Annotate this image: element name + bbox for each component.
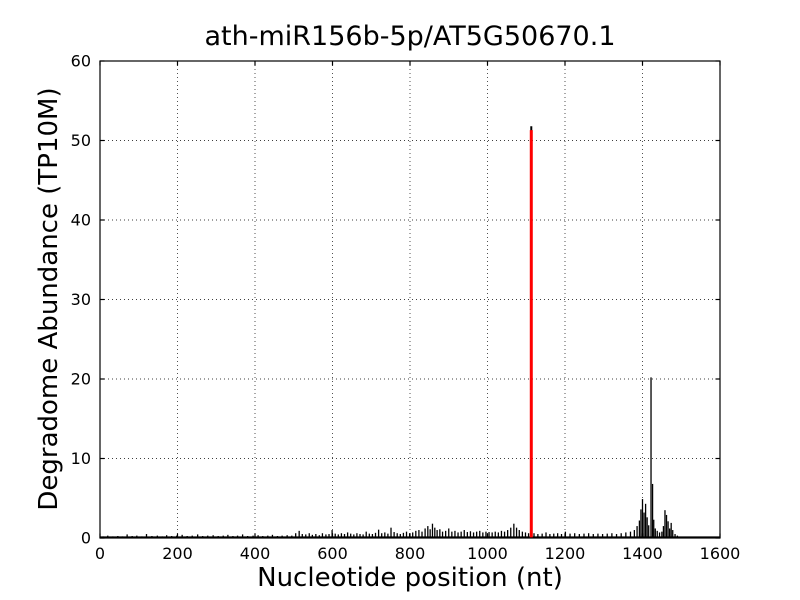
y-tick-label: 10 [71, 449, 91, 468]
chart-title: ath-miR156b-5p/AT5G50670.1 [204, 21, 616, 52]
x-tick-label: 200 [162, 544, 193, 563]
x-tick-label: 1600 [700, 544, 741, 563]
y-axis-label: Degradome Abundance (TP10M) [34, 87, 64, 511]
x-tick-label: 800 [395, 544, 426, 563]
y-tick-label: 50 [71, 131, 91, 150]
x-tick-label: 400 [240, 544, 271, 563]
y-tick-label: 30 [71, 290, 91, 309]
x-tick-label: 1200 [545, 544, 586, 563]
x-tick-label: 1400 [622, 544, 663, 563]
x-tick-label: 0 [95, 544, 105, 563]
y-tick-label: 40 [71, 211, 91, 230]
y-tick-label: 20 [71, 370, 91, 389]
x-tick-label: 600 [317, 544, 348, 563]
x-tick-label: 1000 [467, 544, 508, 563]
x-axis-label: Nucleotide position (nt) [257, 563, 563, 593]
y-tick-label: 0 [81, 529, 91, 548]
y-tick-label: 60 [71, 52, 91, 71]
